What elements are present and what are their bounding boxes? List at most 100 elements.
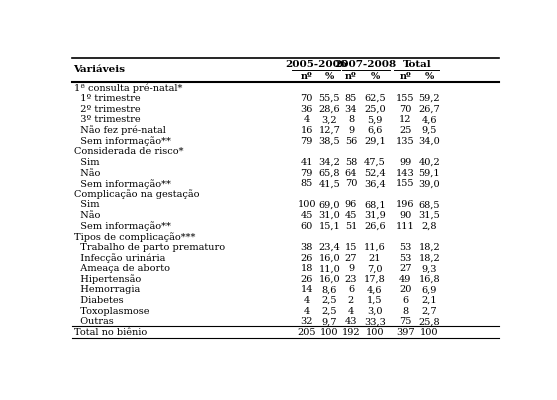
Text: 15: 15: [345, 243, 357, 252]
Text: 1,5: 1,5: [367, 296, 383, 305]
Text: 69,0: 69,0: [319, 200, 340, 210]
Text: 85: 85: [301, 179, 313, 188]
Text: 135: 135: [396, 137, 414, 146]
Text: Tipos de complicação***: Tipos de complicação***: [74, 232, 195, 242]
Text: 59,2: 59,2: [418, 94, 440, 103]
Text: 26: 26: [301, 275, 313, 284]
Text: %: %: [424, 72, 434, 81]
Text: 8: 8: [402, 307, 408, 316]
Text: 85: 85: [345, 94, 357, 103]
Text: 38: 38: [301, 243, 313, 252]
Text: 62,5: 62,5: [364, 94, 386, 103]
Text: 111: 111: [396, 222, 414, 231]
Text: 2,5: 2,5: [321, 307, 337, 316]
Text: 34,2: 34,2: [318, 158, 340, 167]
Text: 16,0: 16,0: [319, 275, 340, 284]
Text: nº: nº: [345, 72, 357, 81]
Text: Sim: Sim: [74, 158, 99, 167]
Text: 1ª consulta pré-natal*: 1ª consulta pré-natal*: [74, 83, 182, 93]
Text: 8,6: 8,6: [321, 286, 337, 294]
Text: 56: 56: [345, 137, 357, 146]
Text: Ameaça de aborto: Ameaça de aborto: [74, 264, 169, 273]
Text: 2,5: 2,5: [321, 296, 337, 305]
Text: 33,3: 33,3: [364, 317, 386, 326]
Text: 3,0: 3,0: [367, 307, 383, 316]
Text: 9: 9: [348, 264, 354, 273]
Text: 6,9: 6,9: [422, 286, 437, 294]
Text: 2,1: 2,1: [422, 296, 437, 305]
Text: 1º trimestre: 1º trimestre: [74, 94, 140, 103]
Text: 2005-2006: 2005-2006: [285, 60, 347, 70]
Text: 6: 6: [402, 296, 408, 305]
Text: Considerada de risco*: Considerada de risco*: [74, 147, 183, 156]
Text: 68,5: 68,5: [418, 200, 440, 210]
Text: nº: nº: [301, 72, 312, 81]
Text: 70: 70: [345, 179, 357, 188]
Text: Hemorragia: Hemorragia: [74, 286, 140, 294]
Text: 4,6: 4,6: [422, 116, 437, 124]
Text: 18: 18: [301, 264, 313, 273]
Text: 155: 155: [396, 94, 414, 103]
Text: 29,1: 29,1: [364, 137, 386, 146]
Text: 32: 32: [301, 317, 313, 326]
Text: 31,0: 31,0: [319, 211, 340, 220]
Text: Sem informação**: Sem informação**: [74, 179, 170, 188]
Text: 9,7: 9,7: [321, 317, 337, 326]
Text: 6,6: 6,6: [367, 126, 383, 135]
Text: 4: 4: [304, 296, 310, 305]
Text: 68,1: 68,1: [364, 200, 386, 210]
Text: 143: 143: [396, 168, 414, 178]
Text: Hipertensão: Hipertensão: [74, 274, 141, 284]
Text: 4: 4: [304, 116, 310, 124]
Text: 2: 2: [348, 296, 354, 305]
Text: Toxoplasmose: Toxoplasmose: [74, 307, 149, 316]
Text: 40,2: 40,2: [418, 158, 440, 167]
Text: 23,4: 23,4: [318, 243, 340, 252]
Text: 12,7: 12,7: [318, 126, 340, 135]
Text: 70: 70: [399, 105, 412, 114]
Text: 8: 8: [348, 116, 354, 124]
Text: 51: 51: [345, 222, 357, 231]
Text: Infecção urinária: Infecção urinária: [74, 253, 165, 263]
Text: 12: 12: [399, 116, 412, 124]
Text: 16,0: 16,0: [319, 254, 340, 262]
Text: 100: 100: [366, 328, 384, 337]
Text: 18,2: 18,2: [418, 254, 440, 262]
Text: 58: 58: [345, 158, 357, 167]
Text: 155: 155: [396, 179, 414, 188]
Text: 9,3: 9,3: [422, 264, 437, 273]
Text: Trabalho de parto prematuro: Trabalho de parto prematuro: [74, 243, 224, 252]
Text: 99: 99: [399, 158, 411, 167]
Text: 9,5: 9,5: [422, 126, 437, 135]
Text: 96: 96: [345, 200, 357, 210]
Text: 25,0: 25,0: [364, 105, 386, 114]
Text: 4: 4: [304, 307, 310, 316]
Text: 79: 79: [301, 168, 313, 178]
Text: 21: 21: [369, 254, 381, 262]
Text: 36: 36: [301, 105, 313, 114]
Text: 2,7: 2,7: [422, 307, 437, 316]
Text: Sem informação**: Sem informação**: [74, 136, 170, 146]
Text: 25: 25: [399, 126, 412, 135]
Text: 65,8: 65,8: [319, 168, 340, 178]
Text: 18,2: 18,2: [418, 243, 440, 252]
Text: 45: 45: [301, 211, 313, 220]
Text: 2007-2008: 2007-2008: [335, 60, 397, 70]
Text: 36,4: 36,4: [364, 179, 386, 188]
Text: Complicação na gestação: Complicação na gestação: [74, 190, 199, 199]
Text: 75: 75: [399, 317, 412, 326]
Text: 53: 53: [399, 254, 412, 262]
Text: 2,8: 2,8: [422, 222, 437, 231]
Text: 70: 70: [301, 94, 313, 103]
Text: Não: Não: [74, 211, 100, 220]
Text: 4,6: 4,6: [367, 286, 383, 294]
Text: 4: 4: [348, 307, 354, 316]
Text: 16,8: 16,8: [418, 275, 440, 284]
Text: 15,1: 15,1: [319, 222, 340, 231]
Text: Outras: Outras: [74, 317, 113, 326]
Text: 26: 26: [301, 254, 313, 262]
Text: 28,6: 28,6: [319, 105, 340, 114]
Text: 49: 49: [399, 275, 412, 284]
Text: 64: 64: [345, 168, 357, 178]
Text: 34,0: 34,0: [418, 137, 440, 146]
